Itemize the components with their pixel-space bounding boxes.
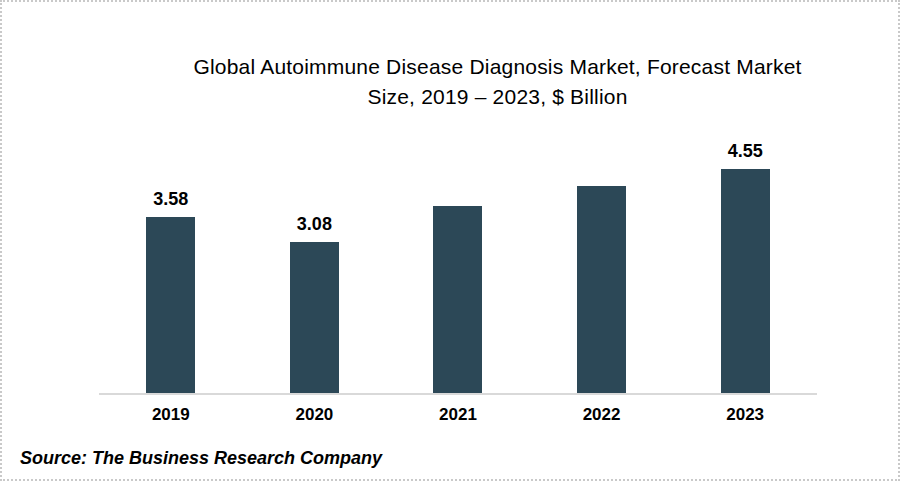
bar-slot-2021 <box>386 177 530 394</box>
bar-value-label-2020: 3.08 <box>297 213 332 235</box>
x-axis-line <box>99 393 817 395</box>
bar-2019 <box>146 217 195 394</box>
bar-value-label-2019: 3.58 <box>153 188 188 210</box>
bar-2023 <box>721 169 770 394</box>
source-note: Source: The Business Research Company <box>20 448 382 469</box>
bar-2022 <box>577 186 626 394</box>
chart-frame: Global Autoimmune Disease Diagnosis Mark… <box>0 0 900 481</box>
x-axis-labels: 20192020202120222023 <box>99 405 817 425</box>
bar-2021 <box>433 206 482 394</box>
bar-slot-2023: 4.55 <box>673 140 817 394</box>
x-axis-tick-label-2020: 2020 <box>243 405 387 425</box>
bar-value-label-2023: 4.55 <box>728 140 763 162</box>
x-axis-tick-label-2022: 2022 <box>530 405 674 425</box>
chart-title-line-1: Global Autoimmune Disease Diagnosis Mark… <box>97 52 898 82</box>
bar-slot-2020: 3.08 <box>243 213 387 394</box>
x-axis-tick-label-2019: 2019 <box>99 405 243 425</box>
bar-2020 <box>290 242 339 394</box>
x-axis-tick-label-2021: 2021 <box>386 405 530 425</box>
plot-area: 3.58 3.08 4.55 <box>99 102 817 394</box>
bar-slot-2019: 3.58 <box>99 188 243 394</box>
bar-slot-2022 <box>530 157 674 394</box>
x-axis-tick-label-2023: 2023 <box>673 405 817 425</box>
